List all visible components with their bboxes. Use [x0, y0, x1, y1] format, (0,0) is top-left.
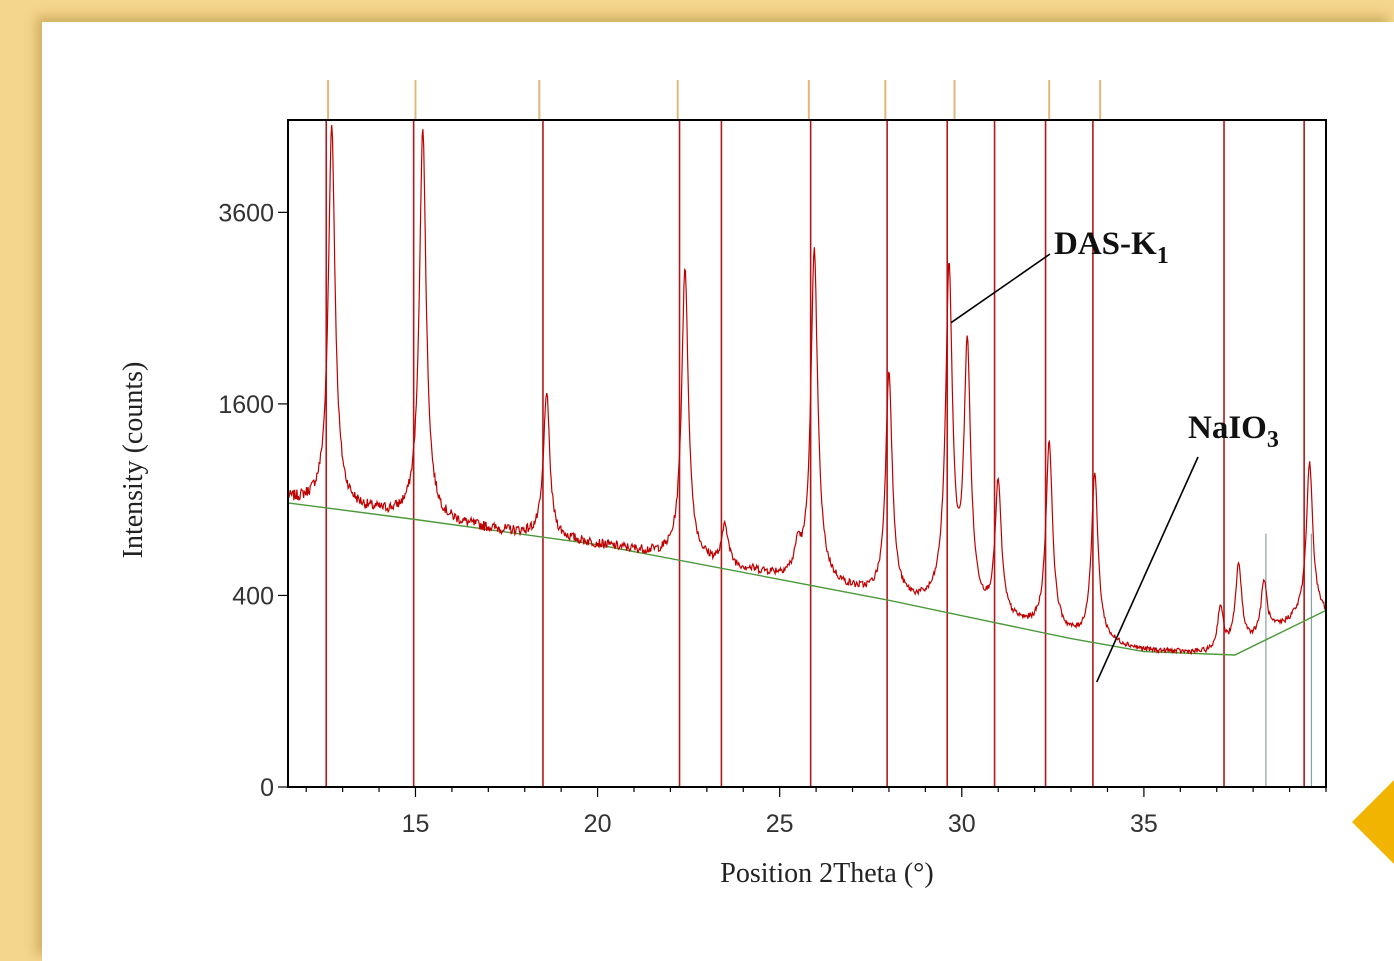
- y-tick-label: 1600: [218, 391, 274, 419]
- y-tick-label: 0: [260, 774, 274, 802]
- naio3-leader-line: [1095, 456, 1199, 683]
- chart-panel: 15 20 25 30 35 0 400 1600 3600 DAS-K1 NaIO3 Posi…: [42, 22, 1394, 961]
- plot-border: [287, 119, 1327, 788]
- x-tick-label: 30: [948, 810, 976, 838]
- plot-area: [288, 120, 1326, 787]
- das-k1-label: DAS-K1: [1054, 226, 1169, 269]
- naio3-label: NaIO3: [1188, 410, 1279, 453]
- das-k1-leader-line: [950, 253, 1051, 324]
- x-tick-label: 35: [1130, 810, 1158, 838]
- x-tick-label: 15: [402, 810, 430, 838]
- next-slide-arrow[interactable]: [1352, 780, 1394, 864]
- das-k1-pattern-line: [287, 124, 1327, 656]
- naio3-background-line: [287, 502, 1327, 656]
- x-axis-title: Position 2Theta (°): [720, 858, 933, 889]
- x-tick-label: 20: [584, 810, 612, 838]
- x-tick-label: 25: [766, 810, 794, 838]
- xrd-chart: 15 20 25 30 35 0 400 1600 3600 DAS-K1 NaIO3 Posi…: [118, 80, 1327, 889]
- y-tick-label: 400: [232, 582, 274, 610]
- y-axis-title: Intensity (counts): [118, 362, 149, 559]
- y-tick-label: 3600: [218, 199, 274, 227]
